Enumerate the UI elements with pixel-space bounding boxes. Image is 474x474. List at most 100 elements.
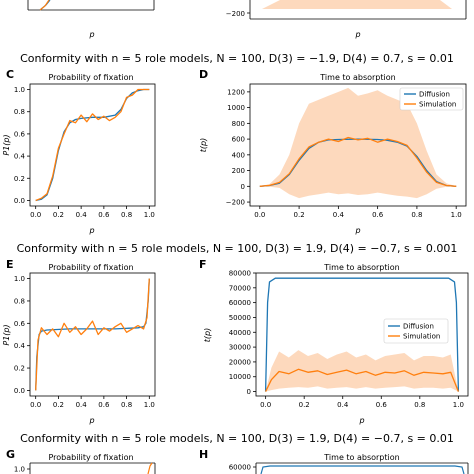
series-line-simulation [259,136,457,187]
top-partial-right-panel: −200 p [226,0,467,39]
xtick-label: 1.0 [144,401,155,409]
series-line-diffusion [264,277,460,392]
ytick-label: 0.0 [14,387,25,395]
ytick-label: 0 [241,183,245,191]
ytick-label: 0.8 [14,108,25,116]
ytick-label: 1.0 [14,466,25,474]
xlabel: p [88,226,94,235]
ytick-label: 0.4 [14,342,26,350]
series-line-simulation [39,0,50,11]
panel-e-probability-of-fixation: E Probability of fixation 0.0 0.2 0.4 0.6 0.… [2,258,156,425]
plot-frame [255,272,469,397]
legend-label-simulation: Simulation [403,333,440,341]
chart-title: Time to absorption [319,73,395,82]
xtick-label: 0.6 [372,211,384,219]
chart-title: Time to absorption [323,263,399,272]
xtick-label: 1.0 [451,211,462,219]
xtick-label: 1.0 [453,401,464,409]
series-line-simulation [35,88,150,202]
panel-label: D [199,68,208,81]
xtick-label: 0.8 [414,401,425,409]
ytick-label: 200 [232,167,245,175]
ytick-label: 60000 [229,299,251,307]
section-title-3: Conformity with n = 5 role models, N = 1… [20,432,454,445]
xtick-label: 0.2 [294,211,305,219]
ytick-label: 1.0 [14,86,25,94]
xtick-label: 0.8 [121,401,132,409]
ytick-label: −200 [226,10,245,18]
ytick-label: 1200 [227,88,245,96]
xtick-label: 0.4 [76,211,88,219]
xlabel: p [354,226,360,235]
ytick-label: 400 [232,151,245,159]
xtick-label: 0.8 [411,211,422,219]
plot-frame [29,272,156,397]
legend: Diffusion Simulation [383,318,449,344]
plot-frame [249,83,467,207]
legend: Diffusion Simulation [399,87,464,111]
series-line-diffusion [260,465,465,474]
ytick-label: 50000 [229,314,251,322]
confidence-band-simulation [259,87,457,199]
ytick-label: 0.8 [14,297,25,305]
ylabel: P1(p) [2,134,11,155]
legend-box [383,318,449,344]
xlabel: p [358,416,364,425]
panel-label: G [6,448,15,461]
plot-frame [29,83,156,207]
ytick-label: 10000 [229,373,251,381]
ytick-label: −200 [226,199,245,207]
ytick-label: 0.2 [14,175,25,183]
panel-f-time-to-absorption: F Time to absorption 0.0 0.2 0.4 0.6 0.8 1.0 0… [199,258,469,425]
xtick-label: 0.0 [260,401,271,409]
ytick-label: 1000 [227,104,245,112]
ylabel: t(p) [203,328,212,342]
xtick-label: 0.0 [30,211,41,219]
xtick-label: 0.6 [98,401,110,409]
ytick-label: 0.0 [14,197,25,205]
panel-d-time-to-absorption: D Time to absorption 0.0 0.2 0.4 0.6 0.8 1.0 −… [199,68,467,235]
panel-h-time-to-absorption: H Time to absorption 60000 [199,448,469,474]
confidence-band-simulation [265,350,459,392]
panel-label: F [199,258,207,271]
xtick-label: 0.0 [30,401,41,409]
xtick-label: 0.0 [254,211,265,219]
legend-label-diffusion: Diffusion [419,91,450,99]
ytick-label: 600 [232,136,245,144]
panel-label: E [6,258,14,271]
legend-label-diffusion: Diffusion [403,323,434,331]
ytick-label: 0 [247,388,251,396]
series-line-diffusion [35,278,150,391]
top-partial-left-panel: p [27,0,155,39]
xtick-label: 0.4 [333,211,345,219]
ylabel: P1(p) [2,324,11,345]
ytick-label: 800 [232,120,245,128]
section-title-2: Conformity with n = 5 role models, N = 1… [17,242,458,255]
series-line-diffusion [35,88,150,202]
series-line-simulation [35,278,150,391]
ylabel: t(p) [199,138,208,152]
series-line-simulation [147,462,153,474]
xtick-label: 0.4 [337,401,349,409]
xlabel: p [354,30,360,39]
xtick-label: 0.6 [376,401,388,409]
sim-band [262,0,452,9]
legend-label-simulation: Simulation [419,101,456,109]
xtick-label: 0.4 [76,401,88,409]
ytick-label: 0.4 [14,153,26,161]
section-title-1: Conformity with n = 5 role models, N = 1… [20,52,454,65]
xtick-label: 1.0 [144,211,155,219]
xtick-label: 0.2 [299,401,310,409]
xlabel: p [88,416,94,425]
chart-title: Probability of fixation [48,453,133,462]
ytick-label: 60000 [229,464,251,472]
panel-g-probability-of-fixation: G Probability of fixation 1.0 [6,448,156,474]
ytick-label: 0.2 [14,365,25,373]
ytick-label: 0.6 [14,320,26,328]
chart-title: Probability of fixation [48,73,133,82]
xtick-label: 0.2 [53,401,64,409]
xtick-label: 0.6 [98,211,110,219]
chart-title: Probability of fixation [48,263,133,272]
panel-label: H [199,448,208,461]
